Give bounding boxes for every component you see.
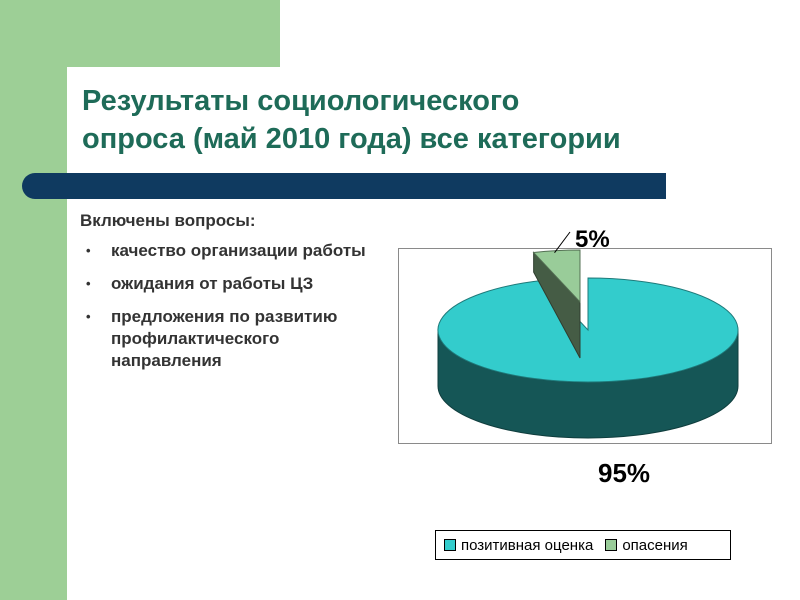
pie-slice-pozitivnaya [437,277,739,383]
bullet-icon: • [86,309,91,324]
bullet-icon: • [86,276,91,291]
legend-label: опасения [622,536,688,554]
bullet-item: • ожидания от работы ЦЗ [80,273,380,295]
data-label-opaseniya: 5% [575,226,610,253]
legend-label: позитивная оценка [461,536,594,554]
bullet-text: качество организации работы [111,241,366,260]
chart-legend: позитивная оценка опасения [435,530,731,560]
legend-swatch [444,539,456,551]
data-label-leader-line [554,231,571,253]
accent-side-band [0,0,67,600]
bullet-item: • качество организации работы [80,240,380,262]
title-divider-bar [22,173,666,199]
bullet-icon: • [86,243,91,258]
accent-top-block [67,0,280,67]
legend-item-pozitivnaya: позитивная оценка [444,537,593,554]
bullet-list: • качество организации работы • ожидания о… [80,240,380,372]
title-line-2: опроса (май 2010 года) все категории [82,123,621,155]
data-label-pozitivnaya: 95% [598,458,650,488]
bullet-text: предложения по развитию профилактическог… [111,307,338,370]
body-heading: Включены вопросы: [80,211,256,230]
bullet-item: • предложения по развитию профилактическо… [80,306,380,372]
slide-body: Включены вопросы: • качество организации … [80,210,380,383]
slide-title: Результаты социологического опроса (май … [82,82,782,158]
legend-item-opaseniya: опасения [605,536,688,554]
legend-swatch [605,539,618,551]
title-line-1: Результаты социологического [82,85,520,117]
bullet-text: ожидания от работы ЦЗ [111,274,314,293]
